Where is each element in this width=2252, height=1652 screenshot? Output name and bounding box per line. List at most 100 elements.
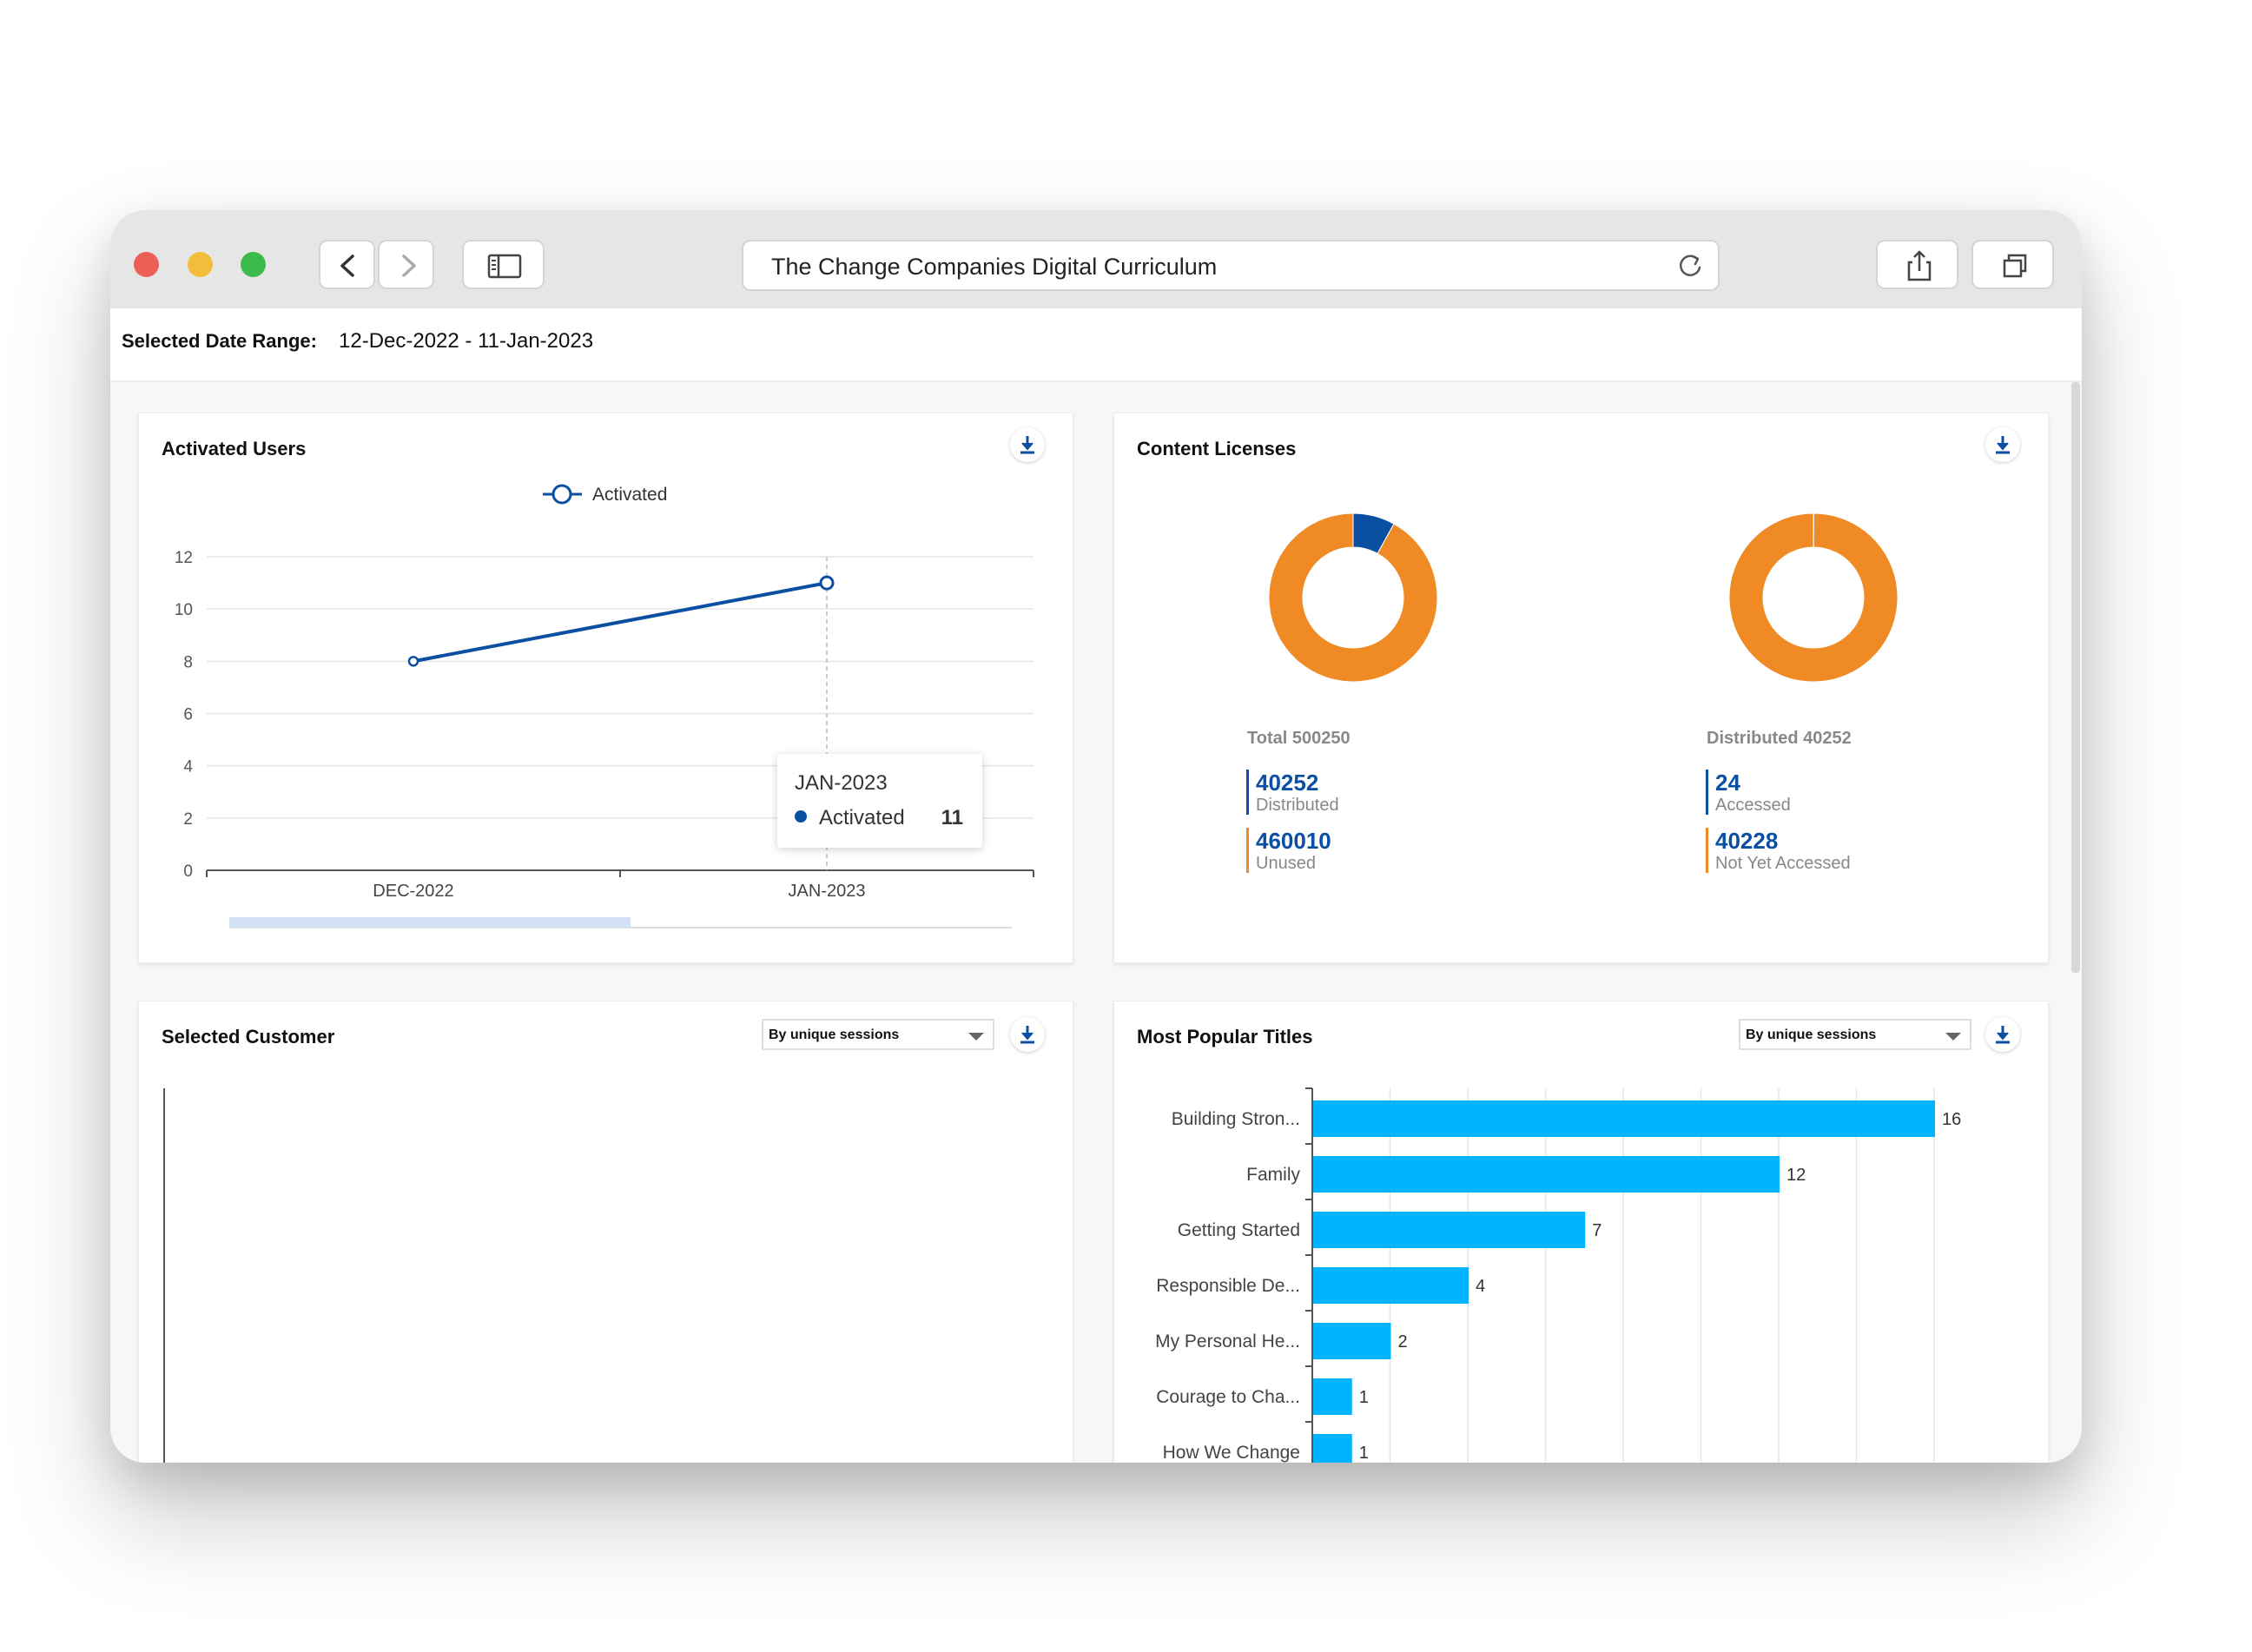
tooltip-series-dot <box>795 810 807 823</box>
download-button[interactable] <box>1010 1017 1045 1052</box>
download-button[interactable] <box>1985 1017 2020 1052</box>
card-title: Selected Customer <box>162 1026 335 1047</box>
activated-users-card: Activated Users 0 2 4 6 8 10 12 DEC-2022 JAN-202… <box>138 413 1073 963</box>
scrollbar[interactable] <box>2071 382 2080 973</box>
category-label: Building Stron... <box>1172 1109 1300 1129</box>
category-label: How We Change <box>1163 1443 1300 1463</box>
legend-label: Activated <box>592 485 667 505</box>
forward-button[interactable] <box>378 240 434 289</box>
download-icon <box>1996 1026 2010 1044</box>
bar <box>1313 1267 1469 1304</box>
date-range-bar: Selected Date Range: 12-Dec-2022 - 11-Ja… <box>110 308 2082 382</box>
stat-unused: 460010 Unused <box>1246 828 1331 873</box>
select-value: By unique sessions <box>769 1028 900 1042</box>
y-tick-label: 0 <box>183 862 193 881</box>
card-title: Content Licenses <box>1137 438 1297 459</box>
tooltip-value: 11 <box>941 806 963 829</box>
bar-value-label: 1 <box>1359 1388 1369 1407</box>
bar-value-label: 16 <box>1942 1110 1961 1129</box>
zoom-slider-window <box>229 917 631 928</box>
stat-distributed: 40252 Distributed <box>1246 770 1339 815</box>
category-label: Responsible De... <box>1156 1276 1300 1296</box>
bar <box>1313 1378 1352 1415</box>
chart-tooltip: JAN-2023 Activated 11 <box>777 754 982 848</box>
donut-slice <box>1268 512 1438 683</box>
share-icon <box>1907 250 1932 281</box>
chevron-down-icon <box>968 1033 984 1041</box>
title-bar: The Change Companies Digital Curriculum <box>110 210 2082 308</box>
bar <box>1313 1212 1586 1248</box>
stat-value: 40228 <box>1715 828 1779 854</box>
y-tick-label: 8 <box>183 653 193 671</box>
category-label: My Personal He... <box>1155 1332 1300 1351</box>
legend-marker <box>551 484 572 505</box>
download-icon <box>1020 436 1034 454</box>
series-line <box>413 581 828 664</box>
y-tick-label: 6 <box>183 706 193 724</box>
total-caption: Total 500250 <box>1247 729 1351 748</box>
x-tick-label: DEC-2022 <box>373 882 453 901</box>
chevron-down-icon <box>1945 1033 1961 1041</box>
distributed-caption: Distributed 40252 <box>1707 729 1852 748</box>
data-point <box>407 656 419 667</box>
share-button[interactable] <box>1876 240 1958 289</box>
zoom-window-button[interactable] <box>241 252 266 277</box>
tabs-overview-button[interactable] <box>1971 240 2054 289</box>
y-tick-label: 2 <box>183 810 193 829</box>
bar <box>1313 1156 1780 1193</box>
date-range-value[interactable]: 12-Dec-2022 - 11-Jan-2023 <box>339 329 594 353</box>
session-type-select[interactable]: By unique sessions <box>762 1019 994 1050</box>
category-label: Getting Started <box>1178 1220 1300 1240</box>
back-button[interactable] <box>319 240 375 289</box>
chevron-left-icon <box>340 254 354 277</box>
minimize-window-button[interactable] <box>188 252 213 277</box>
stat-label: Distributed <box>1256 796 1339 815</box>
stat-label: Accessed <box>1715 796 1791 815</box>
stat-accessed: 24 Accessed <box>1706 770 1791 815</box>
stat-label: Not Yet Accessed <box>1715 854 1851 873</box>
activated-users-chart: 0 2 4 6 8 10 12 DEC-2022 JAN-2023 Activated <box>175 484 1034 928</box>
tooltip-series-name: Activated <box>819 806 905 829</box>
download-button[interactable] <box>1985 427 2020 462</box>
bar-value-label: 2 <box>1398 1332 1408 1351</box>
card-title: Activated Users <box>162 438 307 459</box>
chart-legend: Activated <box>543 484 667 505</box>
popular-titles-card: Most Popular Titles By unique sessions B… <box>1113 1001 2049 1463</box>
close-window-button[interactable] <box>134 252 159 277</box>
address-bar[interactable]: The Change Companies Digital Curriculum <box>742 240 1720 291</box>
download-button[interactable] <box>1010 427 1045 462</box>
data-point <box>819 575 835 591</box>
select-value: By unique sessions <box>1746 1028 1877 1042</box>
bar <box>1313 1100 1935 1137</box>
y-tick-label: 12 <box>175 549 193 567</box>
card-title: Most Popular Titles <box>1137 1026 1313 1047</box>
content-licenses-card: Content Licenses Total 500250 40252 Dist… <box>1113 413 2049 963</box>
empty-chart-axis <box>163 1088 165 1463</box>
browser-window: The Change Companies Digital Curriculum … <box>110 210 2082 1463</box>
stat-value: 24 <box>1715 770 1740 796</box>
bar-value-label: 7 <box>1592 1221 1601 1240</box>
tabs-icon <box>2003 254 2027 278</box>
y-tick-label: 10 <box>175 601 193 619</box>
bar-value-label: 1 <box>1359 1444 1369 1463</box>
download-icon <box>1996 436 2010 454</box>
stat-label: Unused <box>1256 854 1316 873</box>
sidebar-toggle-button[interactable] <box>462 240 545 289</box>
content-licenses-donuts <box>1268 512 1899 683</box>
stat-value: 40252 <box>1256 770 1319 796</box>
x-tick-label: JAN-2023 <box>789 882 866 901</box>
bar <box>1313 1434 1352 1463</box>
stat-value: 460010 <box>1256 828 1331 854</box>
donut-slice <box>1728 512 1899 683</box>
category-label: Courage to Cha... <box>1156 1387 1300 1407</box>
address-text: The Change Companies Digital Curriculum <box>771 254 1218 280</box>
chevron-right-icon <box>402 254 416 277</box>
bar-value-label: 12 <box>1786 1166 1806 1185</box>
y-tick-label: 4 <box>183 758 193 776</box>
reload-icon[interactable] <box>1673 248 1707 283</box>
session-type-select[interactable]: By unique sessions <box>1739 1019 1971 1050</box>
category-label: Family <box>1246 1165 1300 1185</box>
tooltip-header: JAN-2023 <box>795 771 888 795</box>
sidebar-icon <box>487 254 522 279</box>
